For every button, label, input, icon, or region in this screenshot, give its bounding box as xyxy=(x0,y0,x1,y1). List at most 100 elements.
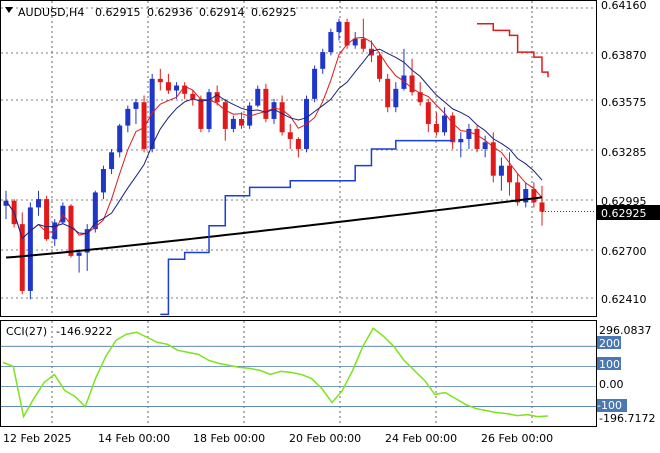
candle-body xyxy=(385,78,391,108)
candle-body xyxy=(425,102,431,124)
candle-body xyxy=(182,85,188,94)
cci-header: CCI(27) -146.9222 xyxy=(6,325,112,338)
candle-body xyxy=(190,93,196,99)
cci-top-value: 296.0837 xyxy=(599,324,652,337)
price-tick: 0.63870 xyxy=(601,49,647,62)
time-label: 24 Feb 00:00 xyxy=(385,432,457,445)
candle-body xyxy=(474,128,480,149)
candle-body xyxy=(222,102,228,129)
candle-body xyxy=(401,75,407,89)
cci-level-0: 0.00 xyxy=(599,378,624,391)
candle-body xyxy=(109,152,115,170)
candle-body xyxy=(328,32,334,53)
mid-ma-line xyxy=(5,48,543,240)
candle-body xyxy=(76,252,82,256)
candle-body xyxy=(539,202,545,212)
candle-body xyxy=(3,200,9,206)
time-label: 12 Feb 2025 xyxy=(3,432,71,445)
candle-body xyxy=(84,229,90,253)
candle-body xyxy=(68,205,74,256)
grid-lines xyxy=(1,1,596,426)
candle-body xyxy=(287,132,293,139)
candle-body xyxy=(442,115,448,133)
candle-body xyxy=(312,68,318,99)
price-tick: 0.63575 xyxy=(601,96,647,109)
candle-body xyxy=(117,125,123,153)
candle-body xyxy=(100,169,106,193)
candle-body xyxy=(141,102,147,149)
time-label: 20 Feb 00:00 xyxy=(289,432,361,445)
candle-body xyxy=(198,98,204,129)
long-ma-line xyxy=(5,196,543,259)
time-axis: 12 Feb 2025 14 Feb 00:00 18 Feb 00:00 20… xyxy=(3,432,553,445)
resistance-step-line xyxy=(477,22,549,78)
candle-body xyxy=(295,138,301,149)
candle-body xyxy=(206,92,212,129)
candle-body xyxy=(352,38,358,46)
price-axis: 0.64160 0.63870 0.63575 0.63285 0.62995 … xyxy=(597,0,660,306)
collapse-arrow-icon[interactable] xyxy=(5,7,13,13)
candle-body xyxy=(214,92,220,103)
candle-body xyxy=(19,224,25,291)
low-value: 0.62914 xyxy=(199,6,245,19)
candle-body xyxy=(344,22,350,46)
candle-body xyxy=(125,108,131,126)
candle-body xyxy=(458,138,464,143)
candle-body xyxy=(466,128,472,139)
candle-body xyxy=(27,207,33,291)
cci-level-badge xyxy=(597,357,621,370)
price-tick: 0.64160 xyxy=(601,0,647,12)
price-tick: 0.63285 xyxy=(601,146,647,159)
cci-level-200: 200 xyxy=(599,337,620,350)
candle-body xyxy=(279,102,285,133)
candle-body xyxy=(133,102,139,109)
candle-body xyxy=(157,78,163,83)
candle-body xyxy=(450,115,456,143)
candle-body xyxy=(320,52,326,69)
time-label: 18 Feb 00:00 xyxy=(193,432,265,445)
candle-body xyxy=(417,92,423,103)
candle-body xyxy=(255,88,261,106)
symbol-label: AUDUSD,H4 xyxy=(18,6,84,19)
candle-body xyxy=(44,199,50,240)
candle-body xyxy=(35,199,41,208)
candle-body xyxy=(409,75,415,93)
time-label: 14 Feb 00:00 xyxy=(98,432,170,445)
cci-level-lines xyxy=(1,345,596,407)
open-value: 0.62915 xyxy=(95,6,141,19)
price-tick: 0.62410 xyxy=(601,293,647,306)
cci-level-badge xyxy=(597,336,621,349)
cci-bottom-value: -196.7172 xyxy=(599,412,655,425)
candle-body xyxy=(92,192,98,230)
cci-level-100: 100 xyxy=(599,358,620,371)
candle-body xyxy=(165,82,171,91)
price-tick: 0.62700 xyxy=(601,245,647,258)
candle-body xyxy=(336,22,342,33)
candle-body xyxy=(230,118,236,129)
cci-label: CCI(27) xyxy=(6,325,47,338)
price-panel-frame xyxy=(0,0,597,317)
candle-body xyxy=(247,105,253,126)
chart-header: AUDUSD,H4 0.62915 0.62936 0.62914 0.6292… xyxy=(5,6,297,19)
candle-body xyxy=(482,142,488,149)
candle-body xyxy=(515,182,521,203)
close-value: 0.62925 xyxy=(251,6,297,19)
candle-body xyxy=(360,38,366,49)
candle-body xyxy=(393,88,399,108)
candle-body xyxy=(263,88,269,119)
cci-axis: 296.0837 200 100 0.00 -100 -196.7172 xyxy=(597,324,655,425)
candle-body xyxy=(523,189,529,203)
time-label: 26 Feb 00:00 xyxy=(481,432,553,445)
candle-body xyxy=(239,118,245,126)
candle-body xyxy=(174,85,180,91)
candle-body xyxy=(507,165,513,183)
candle-body xyxy=(433,123,439,133)
candle-body xyxy=(498,165,504,176)
candle-body xyxy=(490,142,496,176)
current-price-label: 0.62925 xyxy=(601,207,647,220)
price-tick: 0.62995 xyxy=(601,195,647,208)
cci-level-minus100: -100 xyxy=(597,399,622,412)
cci-level-badge xyxy=(597,399,627,412)
current-price-badge xyxy=(597,205,660,220)
